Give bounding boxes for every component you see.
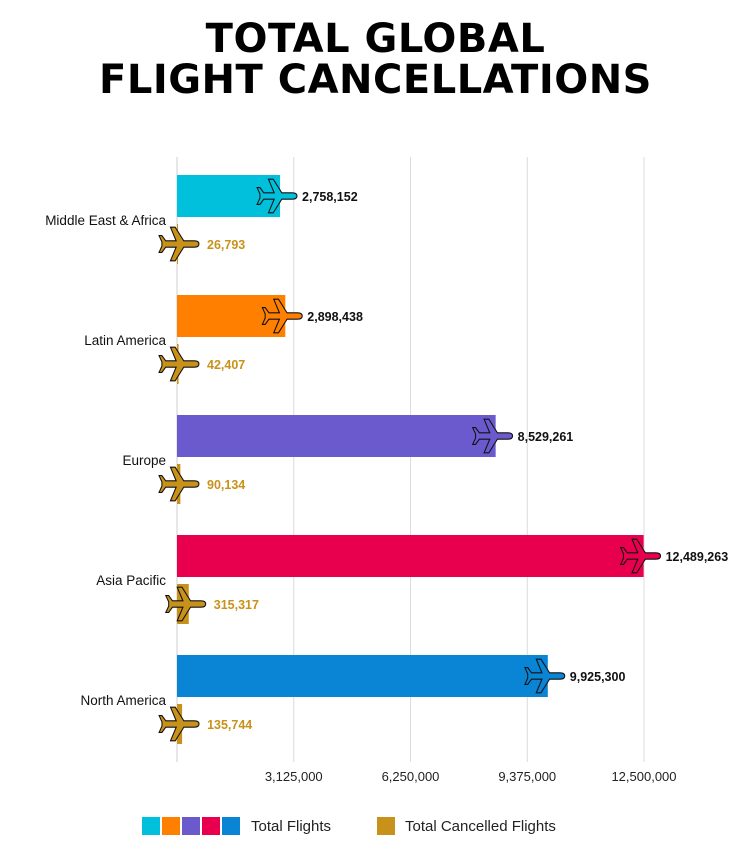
cancelled-flights-value-label: 26,793 — [207, 238, 245, 252]
chart-title-line-1: TOTAL GLOBAL — [205, 16, 546, 62]
total-flights-bar — [177, 655, 548, 697]
x-tick-label: 6,250,000 — [382, 769, 440, 784]
legend-total-flights-label: Total Flights — [251, 817, 332, 835]
legend-swatch — [162, 817, 180, 835]
chart-title-line-2: FLIGHT CANCELLATIONS — [99, 57, 652, 103]
legend-total-flights-swatches — [142, 817, 242, 835]
category-label: Middle East & Africa — [45, 213, 166, 228]
cancelled-flights-value-label: 135,744 — [207, 718, 252, 732]
category-label: North America — [80, 693, 166, 708]
legend-swatch — [182, 817, 200, 835]
legend-cancelled-label: Total Cancelled Flights — [405, 817, 556, 835]
total-flights-value-label: 8,529,261 — [518, 430, 574, 444]
plane-icon — [158, 226, 200, 262]
legend-swatch — [142, 817, 160, 835]
legend-swatch — [222, 817, 240, 835]
total-flights-bar — [177, 535, 644, 577]
legend-total-flights: Total Flights — [142, 816, 331, 836]
legend-cancelled-flights: Total Cancelled Flights — [377, 816, 556, 836]
total-flights-bar — [177, 415, 496, 457]
cancelled-flights-value-label: 315,317 — [214, 598, 259, 612]
category-label: Latin America — [84, 333, 166, 348]
category-label: Asia Pacific — [96, 573, 166, 588]
plane-icon — [158, 346, 200, 382]
category-label: Europe — [122, 453, 166, 468]
cancelled-flights-value-label: 90,134 — [207, 478, 245, 492]
total-flights-value-label: 2,898,438 — [307, 310, 363, 324]
x-tick-label: 12,500,000 — [611, 769, 676, 784]
x-tick-label: 3,125,000 — [265, 769, 323, 784]
legend-cancelled-swatch — [377, 817, 395, 835]
total-flights-value-label: 12,489,263 — [666, 550, 729, 564]
total-flights-value-label: 2,758,152 — [302, 190, 358, 204]
bar-chart: 3,125,000 6,250,000 9,375,000 12,500,000 2,… — [45, 157, 729, 784]
x-tick-label: 9,375,000 — [498, 769, 556, 784]
total-flights-value-label: 9,925,300 — [570, 670, 626, 684]
cancelled-flights-value-label: 42,407 — [207, 358, 245, 372]
legend-swatch — [202, 817, 220, 835]
